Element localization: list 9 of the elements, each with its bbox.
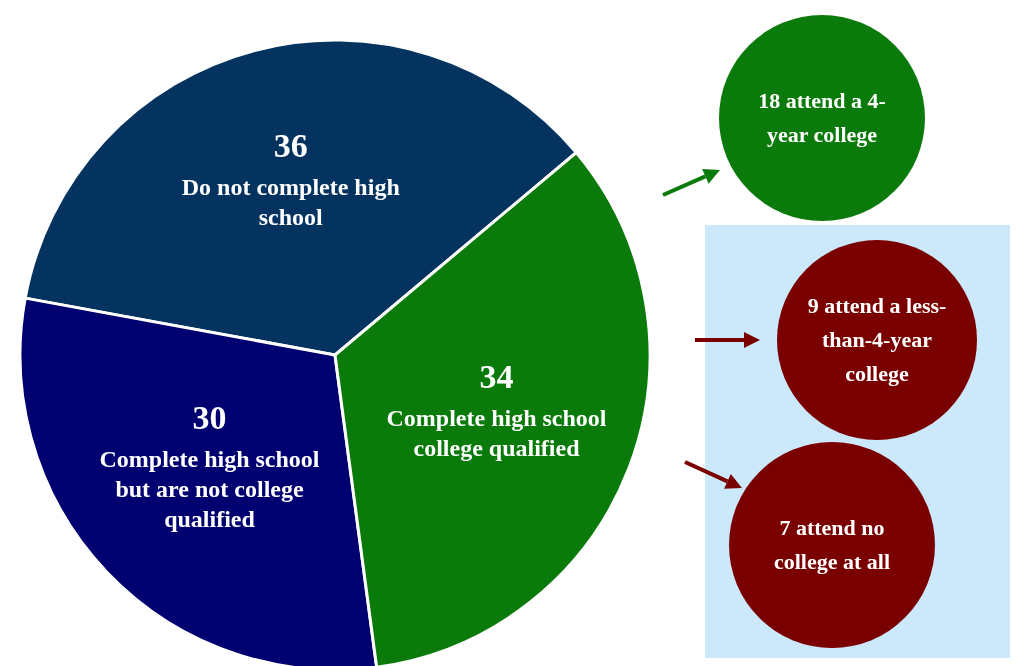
data-label: 34 <box>479 357 514 395</box>
slice-label: Do not complete high school <box>181 174 400 231</box>
text: 18 attend a 4-year college <box>757 87 887 149</box>
text: 7 attend no college at all <box>772 514 892 576</box>
slice-label: Complete high school college qualified <box>386 404 607 461</box>
slice-label: Complete high school but are not college qualified <box>99 446 320 533</box>
data-label: 30 <box>192 399 227 437</box>
data-label: 36 <box>273 127 308 165</box>
text: 9 attend a less-than-4-year college <box>807 292 947 388</box>
